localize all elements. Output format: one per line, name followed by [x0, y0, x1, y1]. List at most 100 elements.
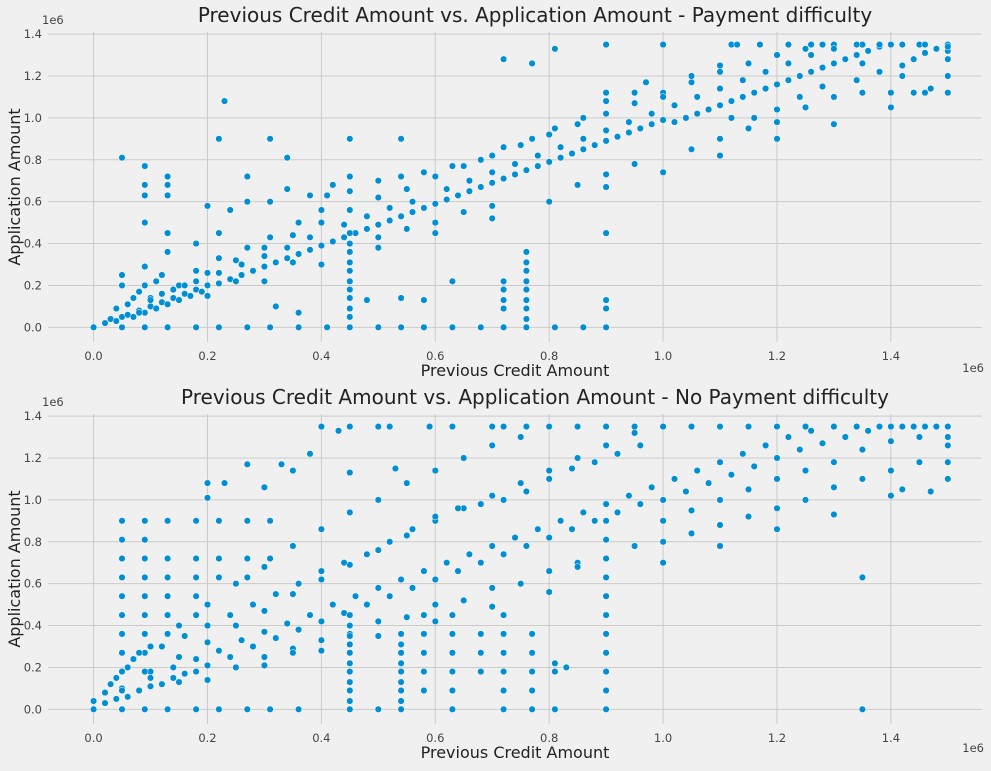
data-point — [141, 611, 149, 619]
data-point — [944, 475, 952, 483]
y-tick-label: 0.2 — [24, 278, 42, 292]
y-tick-label: 0.6 — [24, 577, 42, 591]
data-point — [744, 124, 753, 132]
data-point — [431, 601, 439, 609]
data-point — [181, 281, 189, 289]
data-point — [323, 323, 331, 331]
data-point — [716, 152, 724, 160]
data-point — [283, 619, 291, 628]
data-point — [289, 649, 297, 657]
data-point — [386, 592, 394, 600]
data-point — [898, 423, 906, 431]
y-tick-label: 1.2 — [24, 451, 42, 465]
data-point — [858, 89, 866, 97]
data-point — [192, 554, 200, 563]
data-point — [192, 323, 200, 331]
y-tick-label: 1.0 — [24, 111, 42, 125]
data-point — [317, 260, 325, 269]
data-point — [346, 304, 354, 313]
data-point — [192, 611, 200, 619]
data-point — [631, 542, 639, 550]
x-tick-label: 0.8 — [540, 731, 558, 745]
data-point — [374, 496, 382, 504]
data-point — [346, 206, 354, 214]
data-point — [807, 68, 815, 76]
data-point — [659, 93, 667, 101]
data-point — [169, 663, 177, 671]
data-point — [135, 288, 143, 296]
data-point — [670, 101, 679, 109]
data-point — [762, 85, 770, 93]
data-point — [858, 573, 866, 581]
data-point — [784, 433, 792, 441]
data-point — [232, 256, 240, 264]
data-point — [192, 668, 200, 676]
data-point — [90, 705, 98, 713]
y-axis-label: Application Amount — [5, 490, 24, 647]
data-point — [164, 611, 172, 619]
data-point — [107, 680, 115, 688]
data-point — [500, 55, 508, 63]
y-tick-label: 1.4 — [24, 27, 42, 41]
data-point — [232, 622, 240, 630]
data-point — [374, 423, 382, 431]
data-point — [118, 611, 126, 619]
data-point — [277, 460, 286, 468]
y-axis-label: Application Amount — [5, 108, 24, 265]
data-point — [551, 45, 559, 53]
data-point — [346, 323, 354, 331]
data-point — [853, 51, 861, 59]
data-point — [420, 686, 428, 695]
data-point — [602, 296, 610, 304]
data-point — [659, 41, 667, 49]
data-point — [135, 686, 143, 695]
data-point — [295, 626, 303, 634]
data-point — [295, 250, 303, 258]
data-point — [124, 300, 132, 308]
data-point — [192, 573, 200, 581]
data-point — [659, 496, 667, 504]
data-point — [756, 41, 764, 49]
data-point — [260, 563, 268, 571]
data-point — [465, 177, 473, 185]
data-point — [545, 158, 553, 166]
data-point — [266, 233, 274, 241]
data-point — [295, 323, 303, 331]
data-point — [158, 680, 166, 688]
data-point — [317, 242, 325, 250]
data-point — [687, 529, 696, 537]
data-point — [283, 154, 291, 162]
data-point — [397, 575, 405, 584]
data-point — [243, 244, 251, 252]
data-point — [431, 467, 439, 475]
data-point — [944, 458, 952, 466]
scatter-points — [90, 41, 952, 331]
data-point — [488, 168, 496, 176]
data-point — [522, 315, 530, 323]
data-point — [215, 705, 223, 713]
data-point — [129, 655, 137, 663]
data-point — [830, 510, 838, 519]
data-point — [727, 114, 735, 122]
data-point — [522, 296, 530, 304]
data-point — [363, 550, 371, 558]
data-point — [927, 85, 935, 93]
data-point — [346, 267, 354, 275]
data-point — [454, 567, 462, 575]
data-point — [562, 663, 570, 671]
data-point — [887, 89, 895, 97]
data-point — [557, 154, 565, 162]
data-point — [203, 281, 212, 289]
data-point — [426, 423, 434, 431]
data-point — [716, 542, 724, 550]
data-point — [118, 536, 126, 544]
data-point — [500, 630, 508, 638]
data-point — [152, 304, 160, 313]
data-point — [374, 632, 382, 640]
data-point — [500, 296, 508, 304]
data-point — [853, 76, 861, 84]
data-point — [932, 45, 940, 53]
data-point — [716, 68, 724, 76]
data-point — [801, 423, 810, 431]
